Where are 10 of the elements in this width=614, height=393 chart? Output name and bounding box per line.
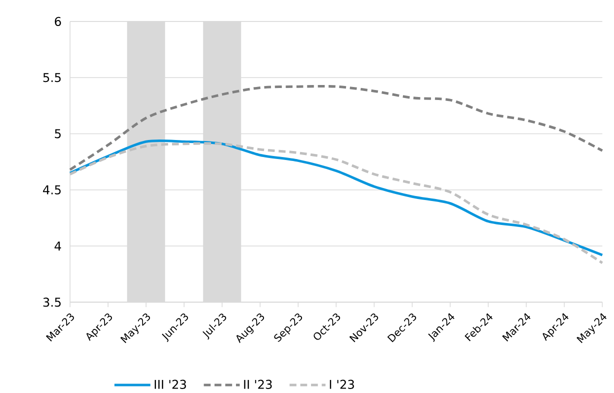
line-series	[68, 85, 604, 172]
y-tick-label: 5.5	[43, 73, 61, 82]
y-tick-label: 3.5	[43, 298, 61, 307]
y-tick-label: 4.5	[43, 185, 61, 194]
y-tick-label: 5	[54, 129, 61, 138]
y-tick-label: 4	[54, 242, 62, 251]
legend-label: III '23	[154, 380, 186, 390]
legend-label: II '23	[244, 380, 272, 390]
legend-label: I '23	[330, 380, 354, 390]
y-tick-label: 6	[54, 16, 61, 26]
